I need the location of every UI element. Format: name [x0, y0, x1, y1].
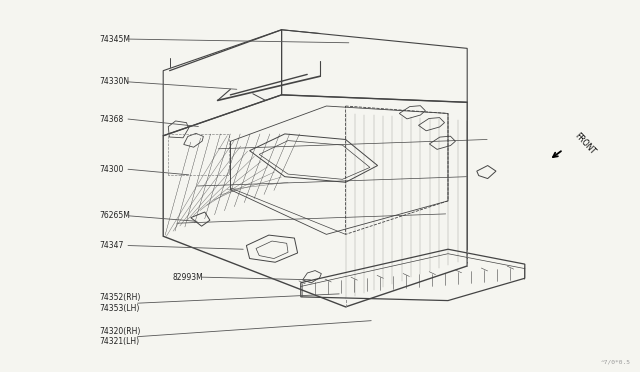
Text: 74330N: 74330N: [99, 77, 129, 86]
Text: 74352(RH)
74353(LH): 74352(RH) 74353(LH): [99, 294, 141, 313]
Text: 74347: 74347: [99, 241, 124, 250]
Text: 76265M: 76265M: [99, 211, 130, 220]
Text: 74368: 74368: [99, 115, 124, 124]
Text: 74320(RH)
74321(LH): 74320(RH) 74321(LH): [99, 327, 141, 346]
Text: 82993M: 82993M: [173, 273, 204, 282]
Text: 74345M: 74345M: [99, 35, 130, 44]
Text: ^7/0*0.5: ^7/0*0.5: [600, 360, 630, 365]
Text: FRONT: FRONT: [573, 131, 597, 156]
Text: 74300: 74300: [99, 165, 124, 174]
